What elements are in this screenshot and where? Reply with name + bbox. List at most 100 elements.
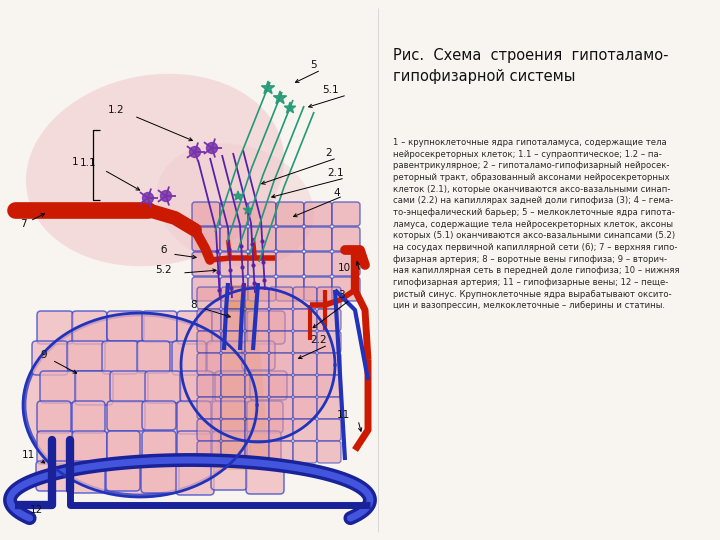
FancyBboxPatch shape xyxy=(293,353,317,375)
Ellipse shape xyxy=(25,315,255,495)
FancyBboxPatch shape xyxy=(107,401,145,431)
FancyBboxPatch shape xyxy=(247,311,285,344)
Text: 1 – крупноклеточные ядра гипоталамуса, содержащие тела
нейросекреторных клеток; : 1 – крупноклеточные ядра гипоталамуса, с… xyxy=(393,138,680,310)
FancyBboxPatch shape xyxy=(192,252,220,276)
FancyBboxPatch shape xyxy=(176,461,214,495)
FancyBboxPatch shape xyxy=(317,353,341,375)
FancyBboxPatch shape xyxy=(245,331,269,353)
FancyBboxPatch shape xyxy=(32,341,68,375)
Polygon shape xyxy=(243,205,253,214)
FancyBboxPatch shape xyxy=(220,227,248,251)
FancyBboxPatch shape xyxy=(137,341,170,373)
FancyBboxPatch shape xyxy=(212,401,246,433)
Polygon shape xyxy=(284,102,296,113)
FancyBboxPatch shape xyxy=(220,277,248,301)
Text: 5.2: 5.2 xyxy=(155,265,171,275)
FancyBboxPatch shape xyxy=(177,311,212,344)
Text: 2.2: 2.2 xyxy=(310,335,327,345)
Text: 10: 10 xyxy=(338,263,351,273)
FancyBboxPatch shape xyxy=(211,461,247,490)
Text: 1.2: 1.2 xyxy=(108,105,125,115)
Text: 12: 12 xyxy=(30,505,43,515)
Polygon shape xyxy=(274,91,287,104)
Text: 1: 1 xyxy=(72,157,78,167)
FancyBboxPatch shape xyxy=(248,252,276,276)
FancyBboxPatch shape xyxy=(220,202,248,226)
FancyBboxPatch shape xyxy=(245,309,269,331)
Polygon shape xyxy=(261,81,274,93)
FancyBboxPatch shape xyxy=(332,227,360,251)
FancyBboxPatch shape xyxy=(242,341,275,370)
FancyBboxPatch shape xyxy=(177,401,211,434)
Text: 2: 2 xyxy=(325,148,332,158)
FancyBboxPatch shape xyxy=(245,441,269,463)
FancyBboxPatch shape xyxy=(192,227,220,251)
Ellipse shape xyxy=(26,74,284,266)
FancyBboxPatch shape xyxy=(317,287,341,309)
FancyBboxPatch shape xyxy=(245,375,269,397)
FancyBboxPatch shape xyxy=(269,441,293,463)
Ellipse shape xyxy=(156,144,314,267)
Circle shape xyxy=(143,192,153,204)
FancyBboxPatch shape xyxy=(332,277,360,301)
FancyBboxPatch shape xyxy=(304,227,332,251)
FancyBboxPatch shape xyxy=(142,401,176,430)
FancyBboxPatch shape xyxy=(67,341,105,371)
FancyBboxPatch shape xyxy=(107,431,140,463)
FancyBboxPatch shape xyxy=(304,252,332,276)
Text: 9: 9 xyxy=(40,350,47,360)
Text: 2.1: 2.1 xyxy=(327,168,343,178)
FancyBboxPatch shape xyxy=(106,461,140,491)
FancyBboxPatch shape xyxy=(276,202,304,226)
FancyBboxPatch shape xyxy=(141,461,179,493)
FancyBboxPatch shape xyxy=(107,311,144,341)
FancyBboxPatch shape xyxy=(293,441,317,463)
FancyBboxPatch shape xyxy=(197,419,221,441)
FancyBboxPatch shape xyxy=(197,441,221,463)
FancyBboxPatch shape xyxy=(221,419,245,441)
FancyBboxPatch shape xyxy=(212,431,250,465)
FancyBboxPatch shape xyxy=(304,202,332,226)
FancyBboxPatch shape xyxy=(221,441,245,463)
FancyBboxPatch shape xyxy=(220,252,248,276)
FancyBboxPatch shape xyxy=(245,419,269,441)
Text: 8: 8 xyxy=(190,300,197,310)
FancyBboxPatch shape xyxy=(192,202,220,226)
FancyBboxPatch shape xyxy=(207,341,244,373)
Text: б: б xyxy=(160,245,166,255)
FancyBboxPatch shape xyxy=(72,401,105,433)
FancyBboxPatch shape xyxy=(246,461,284,494)
FancyBboxPatch shape xyxy=(293,331,317,353)
FancyBboxPatch shape xyxy=(197,397,221,419)
Text: 1.1: 1.1 xyxy=(80,158,96,168)
FancyBboxPatch shape xyxy=(110,371,148,402)
FancyBboxPatch shape xyxy=(36,461,73,491)
FancyBboxPatch shape xyxy=(293,375,317,397)
FancyBboxPatch shape xyxy=(197,331,221,353)
FancyBboxPatch shape xyxy=(172,341,206,375)
FancyBboxPatch shape xyxy=(245,397,269,419)
FancyBboxPatch shape xyxy=(269,419,293,441)
FancyBboxPatch shape xyxy=(269,397,293,419)
Text: 5.1: 5.1 xyxy=(322,85,338,95)
Text: 3: 3 xyxy=(338,290,345,300)
Polygon shape xyxy=(215,285,270,470)
FancyBboxPatch shape xyxy=(317,309,341,331)
FancyBboxPatch shape xyxy=(317,397,341,419)
FancyBboxPatch shape xyxy=(215,371,252,402)
FancyBboxPatch shape xyxy=(37,431,73,464)
Polygon shape xyxy=(233,191,243,200)
FancyBboxPatch shape xyxy=(332,252,360,276)
FancyBboxPatch shape xyxy=(293,419,317,441)
FancyBboxPatch shape xyxy=(197,353,221,375)
FancyBboxPatch shape xyxy=(304,277,332,301)
FancyBboxPatch shape xyxy=(317,441,341,463)
FancyBboxPatch shape xyxy=(269,287,293,309)
FancyBboxPatch shape xyxy=(269,353,293,375)
FancyBboxPatch shape xyxy=(40,371,76,403)
FancyBboxPatch shape xyxy=(248,227,276,251)
FancyBboxPatch shape xyxy=(250,371,287,400)
Ellipse shape xyxy=(183,290,333,440)
FancyBboxPatch shape xyxy=(212,311,248,342)
FancyBboxPatch shape xyxy=(293,287,317,309)
